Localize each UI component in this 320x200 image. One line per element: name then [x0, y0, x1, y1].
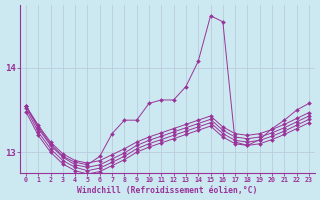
X-axis label: Windchill (Refroidissement éolien,°C): Windchill (Refroidissement éolien,°C)	[77, 186, 258, 195]
